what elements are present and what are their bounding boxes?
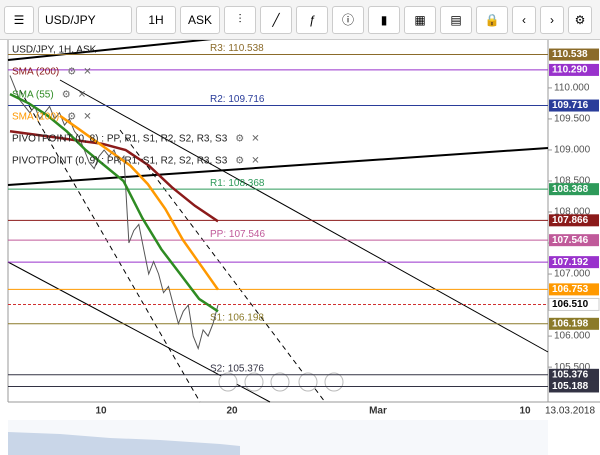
trend-line	[59, 79, 549, 353]
price-tag-label: 109.716	[552, 100, 589, 111]
calendar-button[interactable]: ▦	[404, 5, 436, 34]
settings-button[interactable]: ⚙	[568, 5, 592, 34]
price-tag-label: 106.510	[552, 299, 589, 310]
price-tag	[549, 63, 599, 76]
legend-remove: ✕	[78, 90, 86, 101]
interval-select[interactable]: 1H	[136, 5, 176, 34]
indicator-button[interactable]: ƒ	[296, 5, 328, 34]
x-tick-label: 20	[226, 406, 238, 417]
price-tag	[549, 214, 599, 227]
info-button[interactable]: ⓘ	[332, 5, 364, 34]
legend-entry: SMA (55)	[12, 90, 54, 101]
side-select[interactable]: ASK	[180, 5, 220, 34]
x-tick-label: 10	[95, 406, 107, 417]
chart-bg	[0, 40, 600, 455]
level-text: R1: 108.368	[210, 178, 265, 189]
chart: 110.000 109.500 109.000 108.500 108.000 107.5…	[0, 40, 600, 455]
legend-settings: ⚙	[235, 134, 244, 145]
navigator	[8, 420, 548, 455]
price-tag	[549, 234, 599, 247]
price-tag-label: 110.290	[552, 65, 588, 76]
legend-remove: ✕	[251, 134, 259, 145]
level-text: R3: 110.538	[210, 43, 264, 54]
price-tag	[549, 283, 599, 296]
sma-line	[59, 114, 220, 291]
draw-button[interactable]: ╱	[260, 5, 292, 34]
volume-button[interactable]: ▮	[368, 5, 400, 34]
navigator-area	[8, 432, 240, 455]
price-tag-label: 107.866	[552, 215, 589, 226]
legend-entry: SMA (100)	[12, 112, 59, 123]
prev-button[interactable]: ‹	[512, 5, 536, 34]
legend-settings: ⚙	[62, 90, 71, 101]
price-tag-label: 105.188	[552, 381, 589, 392]
channel-line	[119, 129, 326, 403]
level-text: S2: 105.376	[210, 363, 264, 374]
legend-remove: ✕	[251, 156, 259, 167]
level-text: PP: 107.546	[210, 229, 265, 240]
zoom-in-button[interactable]	[244, 372, 264, 392]
y-tick-label: 106.000	[554, 331, 591, 342]
legend-entry: PIVOTPOINT (0, 8) : PP, R1, S1, R2, S2, …	[12, 134, 228, 145]
sma-line	[9, 92, 219, 313]
price-tag	[549, 380, 599, 393]
level-text: R2: 109.716	[210, 94, 265, 105]
price-tag	[549, 99, 599, 112]
price-tag-label: 105.376	[552, 369, 589, 380]
price-tag-label: 106.198	[552, 318, 589, 329]
legend-entry: SMA (200)	[12, 67, 59, 78]
y-tick-label: 105.500	[554, 362, 591, 373]
price-tag-label: 107.546	[552, 235, 589, 246]
menu-button[interactable]: ☰	[4, 5, 34, 34]
sma-line	[9, 130, 219, 223]
y-tick-label: 108.000	[554, 207, 591, 218]
price-tag	[549, 368, 599, 381]
legend-remove: ✕	[83, 67, 91, 78]
price-tag	[548, 297, 600, 311]
y-tick-label: 108.500	[554, 176, 591, 187]
price-tag-label: 107.192	[552, 257, 589, 268]
x-tick-label: Mar	[369, 406, 387, 417]
legend-entry: PIVOTPOINT (0, 9) : PP, R1, S1, R2, S2, …	[12, 156, 228, 167]
toolbar: ☰ USD/JPY 1H ASK ⫶ ╱ ƒ ⓘ ▮ ▦ ▤ 🔒 ‹ › ⚙	[0, 0, 600, 40]
y-tick-label: 107.000	[554, 269, 591, 280]
chart-type-button[interactable]: ⫶	[224, 5, 256, 34]
scroll-button[interactable]	[298, 372, 318, 392]
symbol-select[interactable]: USD/JPY	[38, 5, 132, 34]
legend-entry: USD/JPY, 1H, ASK	[12, 45, 97, 56]
play-button[interactable]	[324, 372, 344, 392]
next-button[interactable]: ›	[540, 5, 564, 34]
x-tick-label: 13.03.2018	[545, 406, 595, 417]
price-tag	[549, 48, 599, 61]
y-tick-label: 110.000	[554, 83, 590, 94]
legend-settings: ⚙	[67, 112, 76, 123]
price-tag-label: 106.753	[552, 284, 589, 295]
price-tag	[549, 317, 599, 330]
reset-button[interactable]	[270, 372, 290, 392]
legend-remove: ✕	[83, 112, 91, 123]
trend-line	[7, 147, 549, 186]
price-tag-label: 110.538	[552, 49, 588, 60]
price-tag	[549, 256, 599, 269]
level-text: S1: 106.198	[210, 312, 264, 323]
channel-line	[19, 89, 201, 403]
y-tick-label: 109.500	[554, 114, 591, 125]
legend-settings: ⚙	[67, 67, 76, 78]
y-tick-label: 109.000	[554, 145, 591, 156]
lock-button[interactable]: 🔒	[476, 5, 508, 34]
price-tag	[549, 183, 599, 196]
x-tick-label: 10	[519, 406, 531, 417]
legend-settings: ⚙	[235, 156, 244, 167]
calc-button[interactable]: ▤	[440, 5, 472, 34]
price-tag-label: 108.368	[552, 184, 589, 195]
zoom-out-button[interactable]	[218, 372, 238, 392]
